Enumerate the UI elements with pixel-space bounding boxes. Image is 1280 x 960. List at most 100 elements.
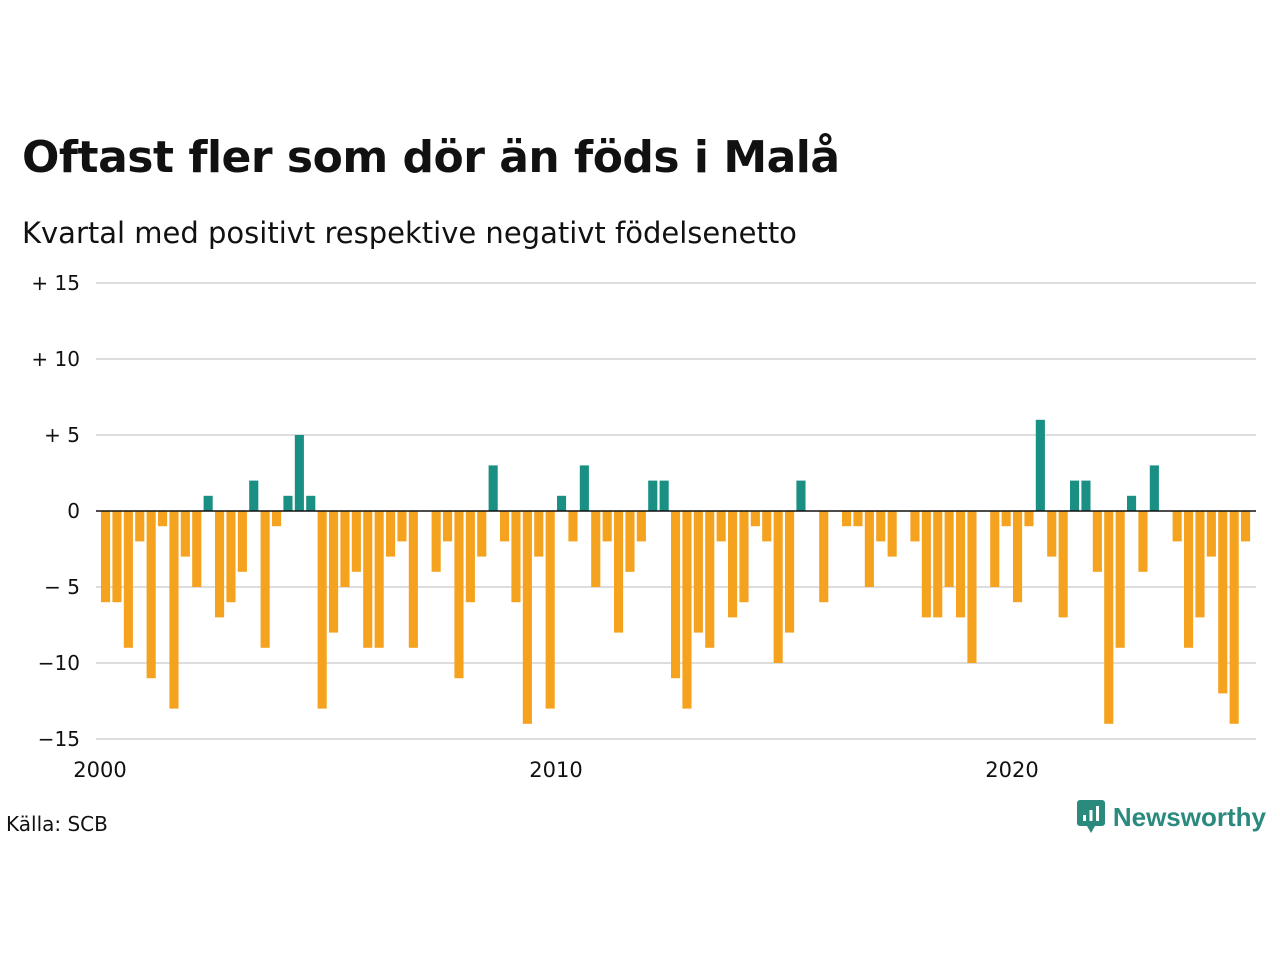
- bar-negative: [876, 511, 886, 542]
- bar-positive: [579, 465, 589, 511]
- bar-negative: [1218, 511, 1228, 694]
- y-tick-label: + 15: [31, 271, 80, 295]
- bar-negative: [101, 511, 111, 603]
- bar-negative: [1138, 511, 1148, 572]
- newsworthy-logo: Newsworthy: [1076, 800, 1266, 834]
- bar-positive: [294, 435, 304, 511]
- bar-positive: [306, 495, 316, 511]
- bar-negative: [317, 511, 327, 709]
- bar-negative: [1013, 511, 1023, 603]
- bar-positive: [659, 480, 669, 511]
- x-tick-label: 2020: [985, 758, 1038, 782]
- bar-negative: [933, 511, 943, 618]
- bar-positive: [249, 480, 259, 511]
- bar-negative: [272, 511, 282, 527]
- bar-negative: [1184, 511, 1194, 648]
- bar-negative: [1229, 511, 1239, 724]
- bar-negative: [682, 511, 692, 709]
- bar-negative: [386, 511, 396, 557]
- bar-negative: [237, 511, 247, 572]
- bar-negative: [500, 511, 510, 542]
- bar-negative: [1047, 511, 1057, 557]
- bar-negative: [1172, 511, 1182, 542]
- bar-negative: [1206, 511, 1216, 557]
- bar-negative: [1104, 511, 1114, 724]
- bar-negative: [522, 511, 532, 724]
- bar-negative: [728, 511, 738, 618]
- bar-negative: [158, 511, 168, 527]
- bar-negative: [853, 511, 863, 527]
- bar-negative: [477, 511, 487, 557]
- bar-negative: [146, 511, 156, 679]
- y-tick-label: + 10: [31, 347, 80, 371]
- bar-negative: [1241, 511, 1251, 542]
- bar-negative: [842, 511, 852, 527]
- bar-positive: [648, 480, 658, 511]
- bar-negative: [1058, 511, 1068, 618]
- bar-positive: [796, 480, 806, 511]
- bar-positive: [488, 465, 498, 511]
- bar-negative: [944, 511, 954, 587]
- bar-chart: + 15 + 10 + 5 0 − 5 −10 −15 2000 2010 2020: [31, 271, 1256, 782]
- bar-negative: [568, 511, 578, 542]
- bars: [101, 419, 1251, 724]
- bar-negative: [351, 511, 361, 572]
- bar-negative: [671, 511, 681, 679]
- x-tick-label: 2010: [529, 758, 582, 782]
- bar-negative: [716, 511, 726, 542]
- bar-negative: [545, 511, 555, 709]
- bar-negative: [408, 511, 418, 648]
- bar-negative: [465, 511, 475, 603]
- bar-negative: [864, 511, 874, 587]
- bar-negative: [614, 511, 624, 633]
- y-tick-label: 0: [67, 499, 80, 523]
- bar-negative: [967, 511, 977, 663]
- bar-negative: [773, 511, 783, 663]
- bar-negative: [397, 511, 407, 542]
- bar-negative: [990, 511, 1000, 587]
- bar-negative: [591, 511, 601, 587]
- bar-negative: [910, 511, 920, 542]
- bar-positive: [203, 495, 213, 511]
- brand-name: Newsworthy: [1112, 801, 1266, 832]
- bar-negative: [921, 511, 931, 618]
- chart-title: Oftast fler som dör än föds i Malå: [22, 132, 840, 183]
- bar-negative: [887, 511, 897, 557]
- bar-negative: [819, 511, 829, 603]
- y-tick-label: − 5: [44, 575, 80, 599]
- y-tick-label: −15: [38, 727, 80, 751]
- bar-negative: [1024, 511, 1034, 527]
- bar-negative: [1115, 511, 1125, 648]
- bar-negative: [260, 511, 270, 648]
- bar-negative: [363, 511, 373, 648]
- source-note: Källa: SCB: [6, 812, 108, 836]
- bar-negative: [693, 511, 703, 633]
- bar-negative: [1001, 511, 1011, 527]
- bar-negative: [1092, 511, 1102, 572]
- bar-negative: [705, 511, 715, 648]
- bar-positive: [1070, 480, 1080, 511]
- bar-negative: [602, 511, 612, 542]
- bar-negative: [180, 511, 190, 557]
- newsworthy-logo-icon: [1076, 800, 1105, 833]
- bar-negative: [340, 511, 350, 587]
- y-tick-label: −10: [38, 651, 80, 675]
- bar-positive: [1127, 495, 1137, 511]
- bar-negative: [534, 511, 544, 557]
- bar-negative: [454, 511, 464, 679]
- bar-negative: [750, 511, 760, 527]
- bar-negative: [636, 511, 646, 542]
- bar-negative: [956, 511, 966, 618]
- bar-positive: [283, 495, 293, 511]
- bar-negative: [123, 511, 133, 648]
- bar-negative: [226, 511, 236, 603]
- bar-negative: [374, 511, 384, 648]
- bar-negative: [169, 511, 179, 709]
- x-tick-label: 2000: [73, 758, 126, 782]
- bar-negative: [329, 511, 339, 633]
- bar-positive: [1081, 480, 1091, 511]
- bar-negative: [135, 511, 145, 542]
- bar-negative: [192, 511, 202, 587]
- bar-positive: [557, 495, 567, 511]
- axes: + 15 + 10 + 5 0 − 5 −10 −15 2000 2010 2020: [31, 271, 1256, 782]
